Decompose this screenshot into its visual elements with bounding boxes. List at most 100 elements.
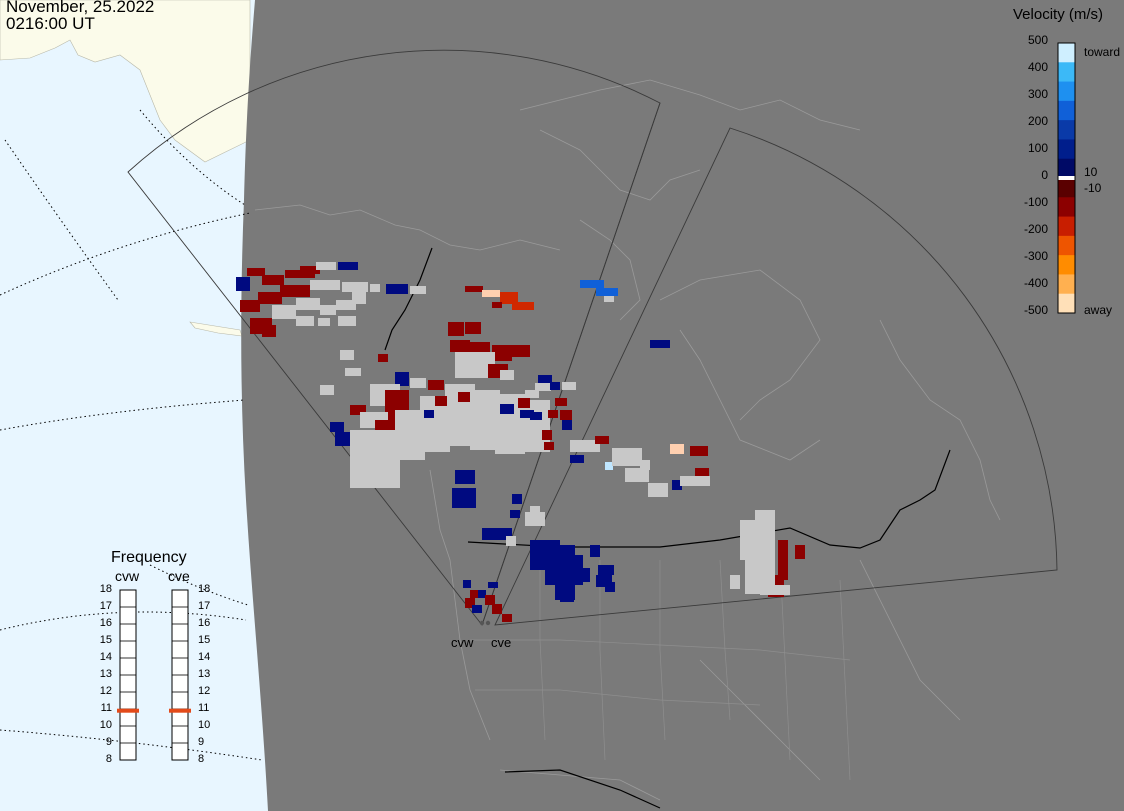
frequency-scale-label: 18 — [198, 583, 211, 595]
radar-site-cvw — [479, 620, 485, 626]
frequency-scale-label: 8 — [198, 753, 205, 765]
frequency-scale-label: 9 — [198, 736, 205, 748]
site-label-cvw: cvw — [451, 635, 474, 650]
scatter-cell — [300, 266, 320, 274]
colorbar-zero-band — [1058, 176, 1075, 180]
scatter-cell — [310, 280, 340, 290]
scatter-cell — [448, 322, 464, 336]
scatter-cell — [488, 582, 498, 588]
frequency-marker-cve — [169, 708, 191, 713]
scatter-cell — [378, 354, 388, 362]
scatter-cell — [760, 585, 790, 595]
scatter-cell — [598, 565, 614, 575]
scatter-cell — [544, 442, 554, 450]
scatter-cell — [604, 296, 614, 302]
frequency-marker-cvw — [117, 708, 139, 713]
scatter-cell — [500, 292, 518, 304]
scatter-cell — [247, 268, 265, 276]
colorbar-segment — [1058, 158, 1075, 179]
scatter-cell — [410, 286, 426, 294]
scatter-cell — [518, 398, 530, 408]
frequency-scale-label: 13 — [198, 668, 211, 680]
scatter-cell — [648, 483, 668, 497]
scatter-cell — [296, 316, 314, 326]
frequency-scale-label: 11 — [100, 702, 112, 714]
frequency-scale-label: 15 — [198, 634, 211, 646]
scatter-cell — [672, 480, 682, 490]
frequency-scale-label: 18 — [99, 583, 112, 595]
scatter-cell — [560, 590, 574, 602]
scatter-cell — [338, 316, 356, 326]
scatter-cell — [500, 404, 514, 414]
scatter-cell — [340, 350, 354, 360]
velocity-tick: 300 — [1027, 87, 1048, 101]
scatter-cell — [755, 510, 775, 570]
scatter-cell — [338, 262, 358, 270]
scatter-cell — [336, 300, 356, 310]
scatter-cell — [690, 446, 708, 456]
colorbar-segment — [1058, 255, 1075, 275]
scatter-cell — [795, 545, 805, 559]
scatter-cell — [512, 345, 530, 357]
frequency-scale-label: 17 — [99, 600, 112, 612]
scatter-cell — [492, 604, 502, 614]
frequency-scale-label: 14 — [198, 651, 211, 663]
scatter-cell — [280, 285, 310, 297]
scatter-cell — [262, 325, 276, 337]
scatter-cell — [465, 322, 481, 334]
scatter-cell — [640, 460, 650, 470]
scatter-cell — [680, 476, 710, 486]
scatter-cell — [542, 430, 552, 440]
velocity-title: Velocity (m/s) — [1013, 6, 1104, 23]
date-label: November, 25.2022 — [6, 0, 155, 16]
scatter-cell — [472, 605, 482, 613]
alaska-canada-border — [384, 247, 433, 351]
scatter-cell — [318, 318, 330, 326]
scatter-cell — [500, 370, 514, 380]
scatter-cell — [435, 396, 447, 406]
scatter-cell — [530, 506, 540, 514]
colorbar-frame — [1057, 42, 1076, 314]
frequency-scale-label: 10 — [198, 719, 211, 731]
scatter-cell — [350, 405, 366, 415]
plus-threshold-label: 10 — [1084, 165, 1098, 179]
scatter-cell — [580, 568, 590, 582]
scatter-cell — [596, 288, 618, 296]
scatter-cell — [595, 436, 609, 444]
scatter-cell — [562, 420, 572, 430]
colorbar-segment — [1058, 178, 1075, 198]
scatter-cell — [272, 305, 296, 319]
scatter-cell — [236, 277, 250, 291]
velocity-colorbar — [1057, 42, 1076, 314]
colorbar-segment — [1058, 120, 1075, 140]
frequency-scale-label: 9 — [105, 736, 112, 748]
colorbar-segment — [1058, 81, 1075, 102]
scatter-cell — [395, 372, 409, 386]
frequency-scale-label: 15 — [99, 634, 112, 646]
velocity-tick: -100 — [1023, 195, 1048, 209]
frequency-radar-label-cvw: cvw — [115, 568, 140, 584]
scatter-cell — [262, 275, 284, 285]
scatter-cell — [512, 494, 522, 504]
scatter-cell — [550, 382, 560, 390]
scatter-cell — [525, 390, 539, 398]
scatter-cell — [320, 305, 336, 315]
scatter-cell — [352, 290, 366, 304]
scatter-cell — [458, 392, 470, 402]
time-label: 0216:00 UT — [6, 14, 95, 33]
velocity-tick: -200 — [1023, 222, 1048, 236]
velocity-tick: 100 — [1027, 141, 1048, 155]
scatter-cell — [428, 380, 444, 390]
velocity-tick: -300 — [1023, 249, 1048, 263]
scatter-cell — [316, 262, 336, 270]
colorbar-segment — [1058, 100, 1075, 121]
scatter-cell — [345, 368, 361, 376]
scatter-cell — [535, 383, 551, 391]
frequency-scale-label: 13 — [99, 668, 112, 680]
frequency-scale-label: 17 — [198, 600, 211, 612]
scatter-cell — [463, 580, 471, 588]
scatter-cell — [730, 575, 740, 589]
scatter-cell — [296, 298, 320, 310]
scatter-cell — [335, 432, 351, 446]
